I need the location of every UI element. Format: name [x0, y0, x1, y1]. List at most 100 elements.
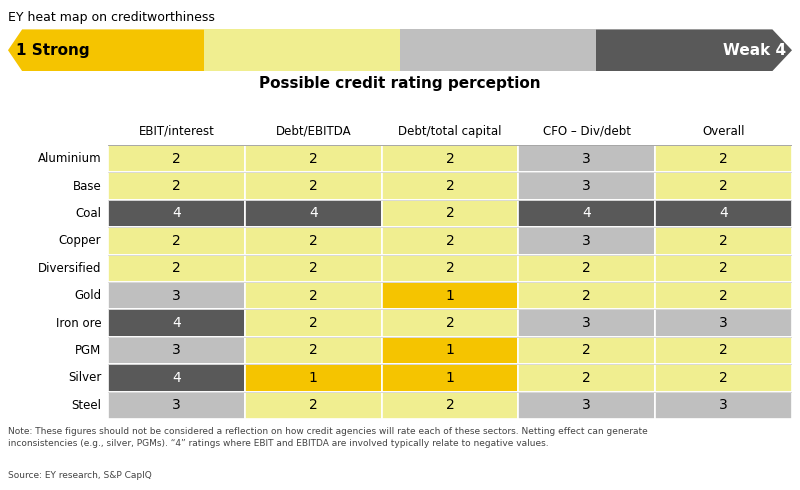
- Bar: [108, 309, 245, 337]
- Text: 2: 2: [309, 179, 318, 193]
- Bar: [518, 255, 655, 282]
- Text: 3: 3: [582, 152, 591, 166]
- Polygon shape: [204, 29, 400, 71]
- Text: Steel: Steel: [71, 399, 101, 412]
- Bar: [245, 255, 382, 282]
- Bar: [108, 227, 245, 255]
- Bar: [108, 200, 245, 227]
- Text: 2: 2: [719, 234, 728, 248]
- Bar: [655, 172, 792, 200]
- Bar: [245, 392, 382, 419]
- Bar: [655, 392, 792, 419]
- Bar: [518, 172, 655, 200]
- Text: CFO – Div/debt: CFO – Div/debt: [543, 125, 631, 138]
- Text: 1 Strong: 1 Strong: [16, 43, 90, 58]
- Text: Note: These figures should not be considered a reflection on how credit agencies: Note: These figures should not be consid…: [8, 427, 648, 448]
- Text: 1: 1: [446, 289, 454, 303]
- Text: 1: 1: [446, 371, 454, 385]
- Text: 2: 2: [309, 343, 318, 358]
- Bar: [518, 200, 655, 227]
- Text: 2: 2: [719, 179, 728, 193]
- Text: EY heat map on creditworthiness: EY heat map on creditworthiness: [8, 11, 215, 24]
- Bar: [382, 392, 518, 419]
- Text: 2: 2: [309, 261, 318, 275]
- Text: 2: 2: [446, 152, 454, 166]
- Text: 3: 3: [582, 398, 591, 412]
- Text: 2: 2: [446, 234, 454, 248]
- Text: 2: 2: [719, 343, 728, 358]
- Text: 4: 4: [582, 206, 591, 220]
- Text: Gold: Gold: [74, 289, 101, 302]
- Bar: [382, 309, 518, 337]
- Bar: [245, 337, 382, 364]
- Text: 2: 2: [719, 261, 728, 275]
- Bar: [108, 392, 245, 419]
- Bar: [245, 364, 382, 392]
- Bar: [518, 364, 655, 392]
- Bar: [655, 282, 792, 309]
- Bar: [108, 145, 245, 172]
- Text: Diversified: Diversified: [38, 262, 101, 275]
- Bar: [655, 364, 792, 392]
- Text: Iron ore: Iron ore: [55, 317, 101, 330]
- Text: 3: 3: [719, 398, 728, 412]
- Text: 2: 2: [446, 206, 454, 220]
- Text: 1: 1: [309, 371, 318, 385]
- Text: 2: 2: [309, 234, 318, 248]
- Text: Debt/EBITDA: Debt/EBITDA: [275, 125, 351, 138]
- Text: 4: 4: [719, 206, 728, 220]
- Text: 2: 2: [719, 371, 728, 385]
- Bar: [655, 227, 792, 255]
- Text: 3: 3: [172, 343, 181, 358]
- Text: 3: 3: [719, 316, 728, 330]
- Text: Weak 4: Weak 4: [722, 43, 786, 58]
- Text: 2: 2: [172, 261, 181, 275]
- Text: 4: 4: [172, 316, 181, 330]
- Bar: [245, 309, 382, 337]
- Text: 2: 2: [446, 179, 454, 193]
- Bar: [108, 337, 245, 364]
- Bar: [382, 172, 518, 200]
- Bar: [245, 172, 382, 200]
- Text: 2: 2: [582, 343, 591, 358]
- Text: Base: Base: [73, 180, 101, 193]
- Bar: [245, 145, 382, 172]
- Text: 3: 3: [582, 316, 591, 330]
- Polygon shape: [400, 29, 596, 71]
- Bar: [245, 282, 382, 309]
- Text: 2: 2: [172, 179, 181, 193]
- Text: 3: 3: [582, 179, 591, 193]
- Text: 2: 2: [446, 316, 454, 330]
- Text: 2: 2: [719, 152, 728, 166]
- Bar: [382, 282, 518, 309]
- Text: Possible credit rating perception: Possible credit rating perception: [259, 76, 541, 91]
- Text: Debt/total capital: Debt/total capital: [398, 125, 502, 138]
- Text: 2: 2: [309, 398, 318, 412]
- Bar: [108, 364, 245, 392]
- Bar: [518, 309, 655, 337]
- Text: PGM: PGM: [75, 344, 101, 357]
- Text: 2: 2: [172, 234, 181, 248]
- Bar: [108, 255, 245, 282]
- Bar: [382, 200, 518, 227]
- Text: 2: 2: [582, 371, 591, 385]
- Text: 2: 2: [172, 152, 181, 166]
- Text: 2: 2: [582, 289, 591, 303]
- Bar: [382, 364, 518, 392]
- Text: Silver: Silver: [68, 371, 101, 384]
- Text: 2: 2: [446, 261, 454, 275]
- Bar: [518, 145, 655, 172]
- Text: Overall: Overall: [702, 125, 745, 138]
- Text: 1: 1: [446, 343, 454, 358]
- Text: 2: 2: [309, 316, 318, 330]
- Text: 3: 3: [582, 234, 591, 248]
- Text: Aluminium: Aluminium: [38, 152, 101, 165]
- Bar: [382, 145, 518, 172]
- Text: 2: 2: [719, 289, 728, 303]
- Text: 2: 2: [582, 261, 591, 275]
- Bar: [655, 145, 792, 172]
- Text: 4: 4: [172, 371, 181, 385]
- Text: Coal: Coal: [75, 207, 101, 220]
- Text: 4: 4: [309, 206, 318, 220]
- Bar: [655, 255, 792, 282]
